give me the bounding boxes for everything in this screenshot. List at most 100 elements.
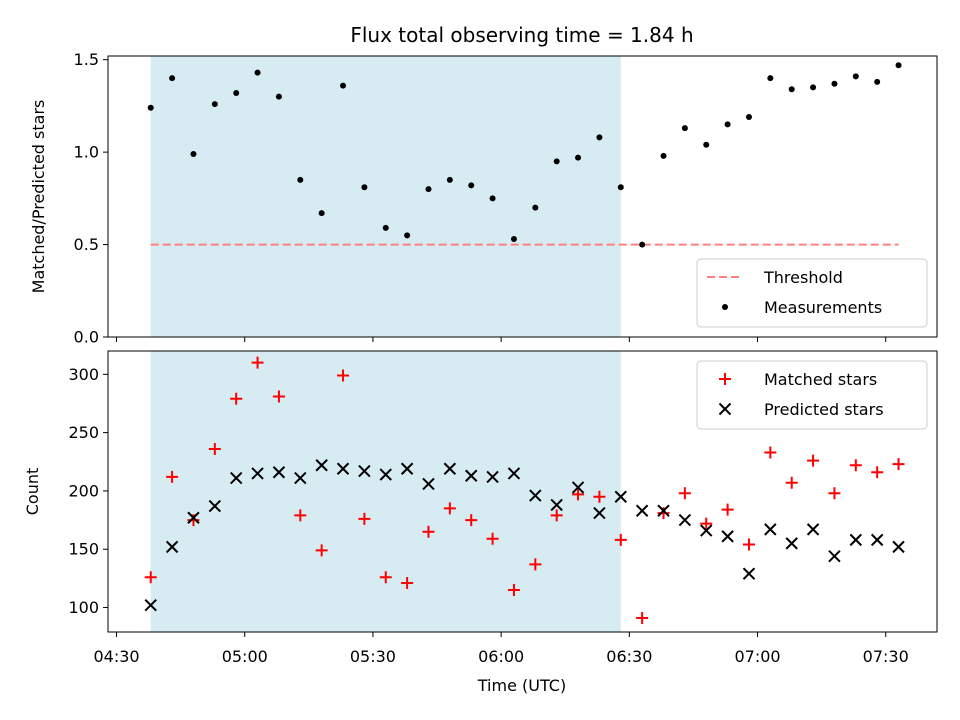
measurement-point: [532, 204, 539, 211]
predicted-star-point: [764, 523, 777, 536]
predicted-star-point: [208, 499, 222, 513]
measurement-point: [575, 154, 582, 161]
measurement-point: [745, 114, 752, 121]
x-tick-label: 05:30: [350, 647, 396, 666]
predicted-star-point: [251, 467, 264, 480]
x-tick-label: 06:00: [478, 647, 524, 666]
predicted-star-point: [614, 490, 627, 503]
matched-star-point: [465, 514, 478, 527]
measurement-point: [468, 182, 475, 189]
legend-label: Predicted stars: [764, 400, 884, 419]
measurement-point: [233, 89, 240, 96]
measurement-point: [340, 82, 347, 89]
y-tick-label: 250: [68, 423, 99, 442]
shaded-interval: [150, 351, 621, 632]
matched-star-point: [721, 503, 734, 516]
x-tick-label: 06:30: [606, 647, 652, 666]
predicted-star-point: [507, 467, 521, 480]
predicted-star-point: [806, 523, 820, 536]
matched-star-point: [166, 470, 179, 483]
predicted-star-point: [336, 462, 350, 475]
matched-star-point: [892, 458, 905, 471]
top-panel: 0.0 0.5 1.0 1.5 Matched/Predicted stars Thres…: [29, 50, 938, 347]
x-axis-label: Time (UTC): [477, 676, 566, 695]
measurement-point: [169, 75, 176, 82]
measurement-point: [895, 62, 902, 69]
measurement-point: [831, 80, 838, 87]
predicted-star-point: [550, 498, 563, 512]
measurement-point: [382, 224, 389, 231]
measurement-point: [446, 176, 453, 183]
predicted-star-point: [315, 459, 328, 472]
y-tick-label: 100: [68, 598, 99, 617]
measurement-point: [703, 141, 710, 148]
predicted-star-point: [187, 511, 200, 524]
predicted-star-point: [785, 537, 798, 550]
predicted-star-point: [144, 598, 157, 612]
y-tick-label: 0.5: [74, 235, 99, 254]
predicted-star-point: [593, 506, 606, 520]
measurement-point: [639, 241, 646, 248]
matched-star-point: [315, 544, 328, 557]
matched-star-point: [871, 466, 884, 479]
matched-star-point: [379, 571, 392, 584]
predicted-star-point: [165, 540, 179, 554]
predicted-star-point: [870, 533, 884, 547]
predicted-star-point: [400, 462, 414, 475]
predicted-star-point: [272, 466, 286, 479]
legend-swatch: [722, 304, 728, 310]
matched-star-point: [614, 533, 627, 546]
plot-frame: [107, 55, 938, 338]
predicted-star-point: [742, 567, 756, 580]
predicted-star-point: [828, 550, 841, 563]
legend-swatch: [719, 373, 731, 385]
measurement-point: [190, 150, 197, 157]
matched-star-point: [828, 487, 841, 500]
measurement-point: [617, 184, 624, 191]
predicted-star-point: [529, 489, 542, 502]
predicted-star-point: [465, 469, 478, 482]
matched-star-point: [358, 512, 371, 525]
y-tick-label: 200: [68, 481, 99, 500]
matched-star-point: [678, 487, 691, 500]
legend-box: [696, 258, 928, 328]
predicted-star-point: [379, 468, 392, 481]
matched-star-point: [251, 356, 264, 369]
matched-star-point: [700, 517, 713, 530]
measurement-point: [788, 86, 795, 93]
measurement-point: [404, 232, 411, 239]
plot-frame: [107, 350, 938, 633]
measurement-point: [510, 236, 517, 243]
legend-label: Measurements: [764, 298, 882, 317]
matched-star-point: [785, 476, 798, 489]
matched-star-point: [272, 390, 285, 403]
matched-star-point: [657, 507, 670, 520]
matched-star-point: [486, 532, 499, 545]
measurement-point: [767, 75, 774, 82]
matched-star-point: [529, 558, 542, 571]
measurement-point: [211, 101, 218, 108]
y-axis-label: Matched/Predicted stars: [29, 100, 48, 294]
matched-star-point: [764, 446, 777, 459]
predicted-star-point: [294, 471, 307, 485]
predicted-star-point: [229, 471, 243, 485]
measurement-point: [724, 121, 731, 128]
measurement-point: [852, 73, 859, 80]
shaded-interval: [150, 56, 621, 337]
predicted-star-point: [721, 530, 734, 543]
matched-star-point: [572, 488, 585, 501]
predicted-star-point: [657, 504, 670, 517]
y-tick-label: 0.0: [74, 328, 99, 347]
measurement-point: [361, 184, 368, 191]
y-tick-label: 300: [68, 365, 99, 384]
legend-label: Matched stars: [764, 370, 877, 389]
matched-star-point: [337, 369, 350, 382]
measurement-point: [275, 93, 282, 100]
x-tick-label: 07:30: [863, 647, 909, 666]
matched-star-point: [401, 577, 414, 590]
predicted-star-point: [849, 533, 863, 547]
matched-star-point: [443, 502, 456, 515]
legend-box: [696, 360, 928, 430]
measurement-point: [489, 195, 496, 202]
